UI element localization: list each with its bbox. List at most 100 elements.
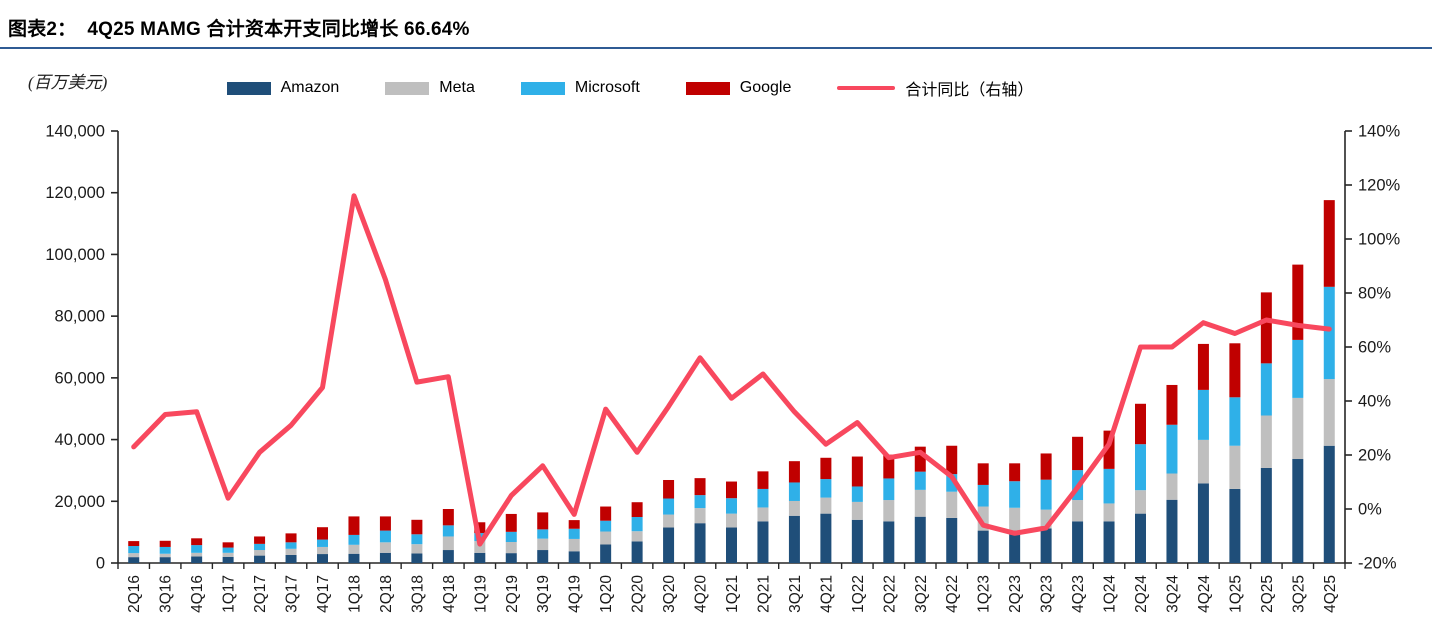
legend-item-google: Google <box>685 79 791 97</box>
bar-segment-meta <box>1135 490 1146 514</box>
bar-segment-amazon <box>1103 521 1115 563</box>
bar-segment-google <box>883 454 895 479</box>
bar-segment-google <box>820 457 832 480</box>
x-tick-label: 4Q21 <box>818 575 835 613</box>
bar-segment-meta <box>505 542 517 554</box>
bar-segment-microsoft <box>1040 479 1052 510</box>
bar-segment-microsoft <box>1323 286 1335 380</box>
bar-segment-meta <box>1260 415 1272 468</box>
x-tick-label: 1Q18 <box>346 575 363 613</box>
y-tick-label-left: 40,000 <box>55 431 105 449</box>
bar-segment-google <box>663 479 675 499</box>
y-tick-label-left: 120,000 <box>45 184 105 202</box>
bar-segment-meta <box>851 501 863 520</box>
y-tick-label-left: 140,000 <box>45 123 105 141</box>
bar-segment-microsoft <box>914 471 926 490</box>
bar-segment-amazon <box>191 556 203 563</box>
x-tick-label: 3Q19 <box>535 575 552 613</box>
bar-segment-amazon <box>1292 459 1304 563</box>
bar-segment-microsoft <box>411 534 423 545</box>
bar-segment-microsoft <box>1260 363 1272 416</box>
bar-segment-google <box>1009 463 1021 482</box>
bar-segment-amazon <box>1323 445 1335 563</box>
bar-segment-meta <box>1292 397 1304 460</box>
x-tick-label: 3Q24 <box>1164 575 1181 613</box>
bar-segment-microsoft <box>348 534 360 545</box>
bar-segment-amazon <box>317 554 328 563</box>
bar-segment-google <box>317 527 328 540</box>
bar-segment-amazon <box>505 553 517 563</box>
y-tick-label-right: 80% <box>1358 285 1391 303</box>
bar-segment-microsoft <box>600 520 612 532</box>
x-tick-label: 1Q20 <box>598 575 615 613</box>
bar-segment-microsoft <box>317 539 328 547</box>
y-tick-label-right: 0% <box>1358 501 1382 519</box>
bar-segment-amazon <box>914 516 926 563</box>
bar-segment-meta <box>663 514 675 528</box>
bar-segment-meta <box>568 538 580 552</box>
x-tick-label: 1Q17 <box>221 575 238 613</box>
x-tick-label: 2Q25 <box>1259 575 1276 613</box>
bar-segment-google <box>285 533 297 543</box>
x-tick-label: 3Q21 <box>787 575 804 613</box>
y-tick-label-left: 0 <box>96 555 105 573</box>
bar-segment-microsoft <box>568 528 580 539</box>
bar-segment-google <box>1166 384 1178 425</box>
x-tick-label: 4Q24 <box>1196 575 1213 613</box>
bar-segment-microsoft <box>222 547 234 553</box>
bar-segment-meta <box>600 531 612 545</box>
bar-segment-meta <box>191 552 203 557</box>
bar-segment-google <box>977 463 989 485</box>
x-tick-label: 1Q21 <box>724 575 741 613</box>
x-tick-label: 2Q20 <box>630 575 647 613</box>
bar-segment-amazon <box>977 530 989 563</box>
x-tick-label: 4Q23 <box>1070 575 1087 613</box>
bar-segment-microsoft <box>946 474 958 492</box>
axis-unit-label: (百万美元) <box>28 73 108 92</box>
x-tick-label: 2Q17 <box>252 575 269 613</box>
bar-segment-google <box>1103 430 1115 469</box>
bar-segment-meta <box>726 513 737 528</box>
bar-segment-amazon <box>694 523 706 563</box>
bar-segment-amazon <box>631 541 643 563</box>
x-tick-label: 3Q17 <box>284 575 301 613</box>
bar-segment-meta <box>694 508 706 524</box>
y-tick-label-right: -20% <box>1358 555 1397 573</box>
bar-segment-meta <box>757 507 769 522</box>
legend-label: 合计同比（右轴） <box>905 82 1034 99</box>
bar-segment-microsoft <box>694 495 706 509</box>
bar-segment-meta <box>1009 507 1021 531</box>
bar-segment-amazon <box>600 544 612 563</box>
bar-segment-amazon <box>222 556 234 563</box>
x-tick-label: 4Q18 <box>441 575 458 613</box>
bar-segment-google <box>946 445 958 475</box>
bar-segment-meta <box>914 489 926 517</box>
bar-segment-amazon <box>159 557 171 563</box>
bar-segment-microsoft <box>1103 468 1115 504</box>
y-tick-label-right: 100% <box>1358 231 1401 249</box>
meta-legend-swatch-icon <box>385 81 430 95</box>
x-tick-label: 2Q22 <box>881 575 898 613</box>
x-tick-label: 3Q18 <box>409 575 426 613</box>
bar-segment-amazon <box>411 553 423 563</box>
bar-segment-meta <box>348 544 360 554</box>
bar-segment-google <box>1260 292 1272 364</box>
bar-segment-amazon <box>946 517 958 563</box>
legend-item-yoy-line: 合计同比（右轴） <box>837 76 1033 100</box>
yoy-line-legend-line-icon <box>837 86 896 90</box>
x-tick-label: 2Q19 <box>504 575 521 613</box>
bar-segment-microsoft <box>379 530 391 543</box>
bar-segment-google <box>191 538 203 546</box>
yoy-line <box>131 193 1332 547</box>
chart-legend: Amazon Meta Microsoft Google 合计同比（右轴） <box>0 76 1260 100</box>
bar-segment-amazon <box>442 550 454 563</box>
bar-segment-amazon <box>254 555 266 563</box>
bar-segment-meta <box>285 548 297 555</box>
bar-segment-meta <box>1166 473 1178 500</box>
bar-segment-google <box>159 540 171 547</box>
bar-segment-meta <box>379 542 391 553</box>
bar-segment-meta <box>1323 379 1335 446</box>
bar-segment-google <box>1229 343 1241 398</box>
x-tick-label: 2Q16 <box>126 575 143 613</box>
bar-segment-meta <box>1229 445 1241 489</box>
